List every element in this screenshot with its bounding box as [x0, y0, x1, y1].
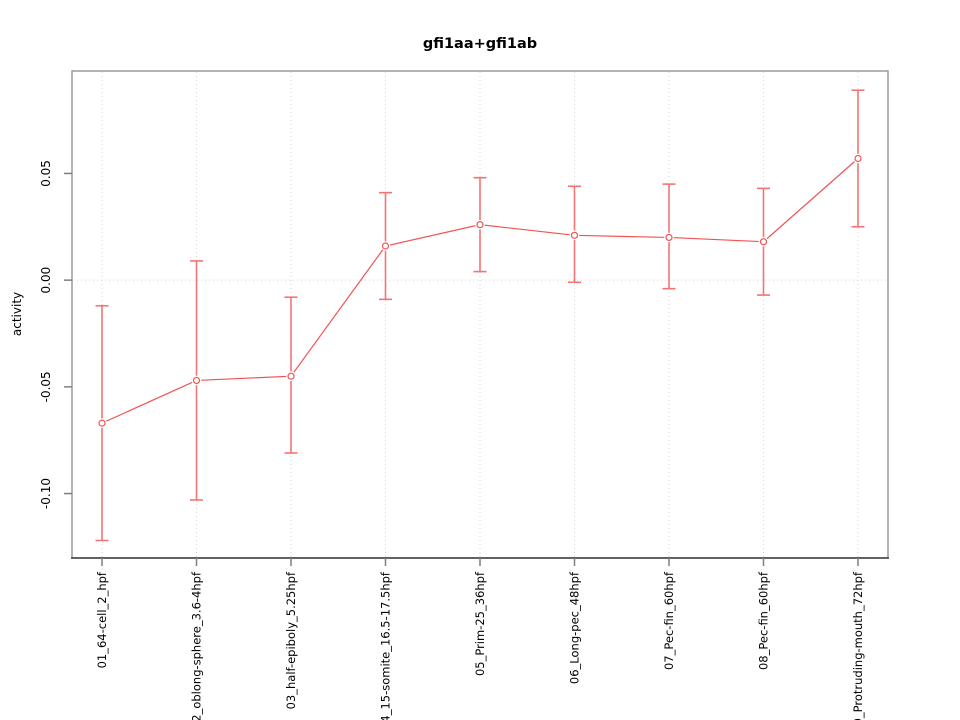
x-category-label: 09_Protruding-mouth_72hpf — [851, 571, 865, 720]
y-tick-label: -0.05 — [39, 371, 53, 402]
x-category-label: 07_Pec-fin_60hpf — [662, 571, 676, 670]
data-point-marker — [192, 376, 201, 385]
data-point-marker — [570, 231, 579, 239]
data-point-marker — [381, 242, 390, 250]
x-category-label: 06_Long-pec_48hpf — [568, 571, 582, 684]
y-tick-label: -0.10 — [39, 478, 53, 509]
y-axis-label: activity — [10, 292, 24, 336]
y-tick-label: 0.05 — [39, 160, 53, 187]
data-point-marker — [476, 221, 484, 229]
data-point-marker — [759, 238, 768, 246]
plot-area: 0.05 0.00 -0.05 -0.10 01_64-cell_2_hpf 02_obl… — [39, 70, 889, 720]
x-category-label: 04_15-somite_16.5-17.5hpf — [379, 571, 393, 720]
x-category-label: 08_Pec-fin_60hpf — [757, 571, 771, 670]
chart-title: gfi1aa+gfi1ab — [423, 36, 537, 52]
data-point-marker — [98, 419, 106, 427]
y-tick-label: 0.00 — [39, 267, 53, 294]
x-category-label: 05_Prim-25_36hpf — [473, 571, 487, 676]
data-point-marker — [287, 372, 295, 380]
data-point-marker — [665, 233, 673, 242]
data-point-marker — [854, 154, 862, 163]
x-category-label: 01_64-cell_2_hpf — [95, 571, 109, 668]
x-category-label: 03_half-epiboly_5.25hpf — [284, 571, 298, 709]
x-category-label: 02_oblong-sphere_3.6-4hpf — [190, 571, 204, 720]
